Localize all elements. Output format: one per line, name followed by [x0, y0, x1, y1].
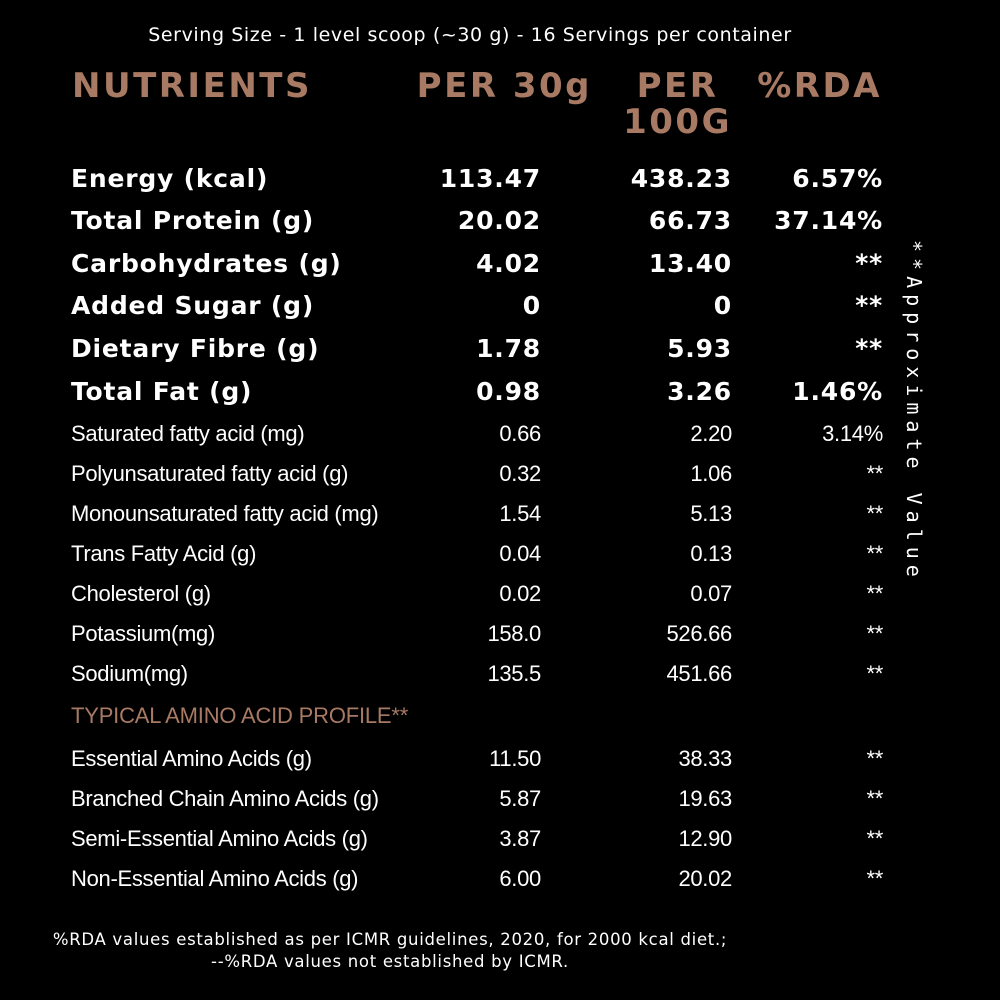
value-per-30g: 1.54	[499, 501, 541, 526]
value-rda: **	[866, 541, 883, 566]
value-per-100g: 38.33	[678, 746, 732, 771]
value-per-100g: 438.23	[630, 164, 732, 193]
nutrient-name: Sodium(mg)	[71, 661, 188, 686]
value-per-30g: 20.02	[457, 206, 541, 235]
value-per-100g: 0.07	[690, 581, 732, 606]
nutrient-name: Added Sugar (g)	[71, 291, 315, 320]
nutrient-name: Polyunsaturated fatty acid (g)	[71, 461, 349, 486]
value-per-100g: 19.63	[678, 786, 732, 811]
nutrient-name: Trans Fatty Acid (g)	[71, 541, 257, 566]
value-per-100g: 0	[713, 291, 732, 320]
value-per-100g: 2.20	[690, 421, 732, 446]
approximate-value-text: **Approximate Value	[902, 240, 926, 583]
value-rda: **	[855, 334, 883, 363]
value-per-30g: 0.32	[499, 461, 541, 486]
value-rda: **	[866, 661, 883, 686]
header-per-100g: PER 100G	[623, 68, 732, 140]
value-rda: **	[866, 746, 883, 771]
nutrient-name: Monounsaturated fatty acid (mg)	[71, 501, 379, 526]
value-per-100g: 5.93	[667, 334, 732, 363]
table-row: Potassium(mg) 158.0 526.66 **	[0, 621, 1000, 661]
value-rda: **	[866, 581, 883, 606]
value-rda: **	[866, 501, 883, 526]
value-per-30g: 5.87	[499, 786, 541, 811]
value-per-30g: 4.02	[476, 249, 541, 278]
table-row: Trans Fatty Acid (g) 0.04 0.13 **	[0, 541, 1000, 581]
amino-acid-section-title: TYPICAL AMINO ACID PROFILE**	[71, 703, 409, 728]
table-row: Essential Amino Acids (g) 11.50 38.33 **	[0, 746, 1000, 786]
amino-name: Branched Chain Amino Acids (g)	[71, 786, 379, 811]
nutrient-name: Cholesterol (g)	[71, 581, 211, 606]
value-per-30g: 11.50	[489, 746, 541, 771]
table-row: Semi-Essential Amino Acids (g) 3.87 12.9…	[0, 826, 1000, 866]
value-per-100g: 13.40	[648, 249, 732, 278]
value-rda: **	[855, 291, 883, 320]
value-rda: 3.14%	[822, 421, 883, 446]
value-rda: **	[866, 621, 883, 646]
table-row: Polyunsaturated fatty acid (g) 0.32 1.06…	[0, 461, 1000, 501]
value-per-30g: 3.87	[499, 826, 541, 851]
value-rda: **	[866, 866, 883, 891]
value-per-30g: 0.98	[476, 377, 541, 406]
value-rda: 6.57%	[792, 164, 883, 193]
value-rda: **	[855, 249, 883, 278]
value-per-30g: 0.66	[499, 421, 541, 446]
value-per-100g: 1.06	[690, 461, 732, 486]
header-per-100g-line1: PER	[636, 66, 719, 106]
table-row: Sodium(mg) 135.5 451.66 **	[0, 661, 1000, 701]
table-row: Saturated fatty acid (mg) 0.66 2.20 3.14…	[0, 421, 1000, 461]
value-per-30g: 0	[522, 291, 541, 320]
value-rda: **	[866, 786, 883, 811]
table-row: Total Fat (g) 0.98 3.26 1.46%	[0, 377, 1000, 417]
value-per-30g: 0.04	[499, 541, 541, 566]
table-row: Cholesterol (g) 0.02 0.07 **	[0, 581, 1000, 621]
value-per-30g: 158.0	[487, 621, 541, 646]
value-per-30g: 113.47	[439, 164, 541, 193]
nutrient-name: Carbohydrates (g)	[71, 249, 342, 278]
nutrient-name: Saturated fatty acid (mg)	[71, 421, 305, 446]
nutrient-name: Potassium(mg)	[71, 621, 216, 646]
nutrient-name: Energy (kcal)	[71, 164, 269, 193]
nutrient-name: Total Fat (g)	[71, 377, 253, 406]
value-per-100g: 3.26	[667, 377, 732, 406]
value-per-100g: 451.66	[666, 661, 733, 686]
amino-name: Non-Essential Amino Acids (g)	[71, 866, 359, 891]
value-per-100g: 66.73	[648, 206, 732, 235]
table-row: Non-Essential Amino Acids (g) 6.00 20.02…	[0, 866, 1000, 906]
footer-note-line2: --%RDA values not established by ICMR.	[211, 952, 569, 971]
approximate-value-note: **Approximate Value	[902, 240, 930, 620]
value-rda: **	[866, 461, 883, 486]
header-per-30g: PER 30g	[416, 66, 592, 106]
nutrient-name: Dietary Fibre (g)	[71, 334, 320, 363]
table-row: Monounsaturated fatty acid (mg) 1.54 5.1…	[0, 501, 1000, 541]
value-per-30g: 1.78	[476, 334, 541, 363]
value-per-30g: 0.02	[499, 581, 541, 606]
amino-name: Essential Amino Acids (g)	[71, 746, 312, 771]
table-row: Energy (kcal) 113.47 438.23 6.57%	[0, 164, 1000, 204]
value-rda: **	[866, 826, 883, 851]
header-per-100g-line2: 100G	[623, 102, 732, 142]
nutrient-name: Total Protein (g)	[71, 206, 315, 235]
value-per-100g: 5.13	[690, 501, 732, 526]
value-rda: 1.46%	[792, 377, 883, 406]
amino-name: Semi-Essential Amino Acids (g)	[71, 826, 368, 851]
value-per-30g: 135.5	[487, 661, 541, 686]
table-row: Dietary Fibre (g) 1.78 5.93 **	[0, 334, 1000, 374]
value-per-30g: 6.00	[499, 866, 541, 891]
table-row: Added Sugar (g) 0 0 **	[0, 291, 1000, 331]
value-rda: 37.14%	[774, 206, 883, 235]
value-per-100g: 526.66	[666, 621, 733, 646]
table-row: Total Protein (g) 20.02 66.73 37.14%	[0, 206, 1000, 246]
table-row: Branched Chain Amino Acids (g) 5.87 19.6…	[0, 786, 1000, 826]
serving-size: Serving Size - 1 level scoop (~30 g) - 1…	[148, 24, 792, 46]
table-row: Carbohydrates (g) 4.02 13.40 **	[0, 249, 1000, 289]
header-nutrients: NUTRIENTS	[72, 66, 312, 106]
value-per-100g: 0.13	[690, 541, 732, 566]
value-per-100g: 20.02	[678, 866, 732, 891]
header-rda: %RDA	[757, 66, 882, 106]
footer-note-line1: %RDA values established as per ICMR guid…	[52, 930, 728, 949]
value-per-100g: 12.90	[678, 826, 732, 851]
